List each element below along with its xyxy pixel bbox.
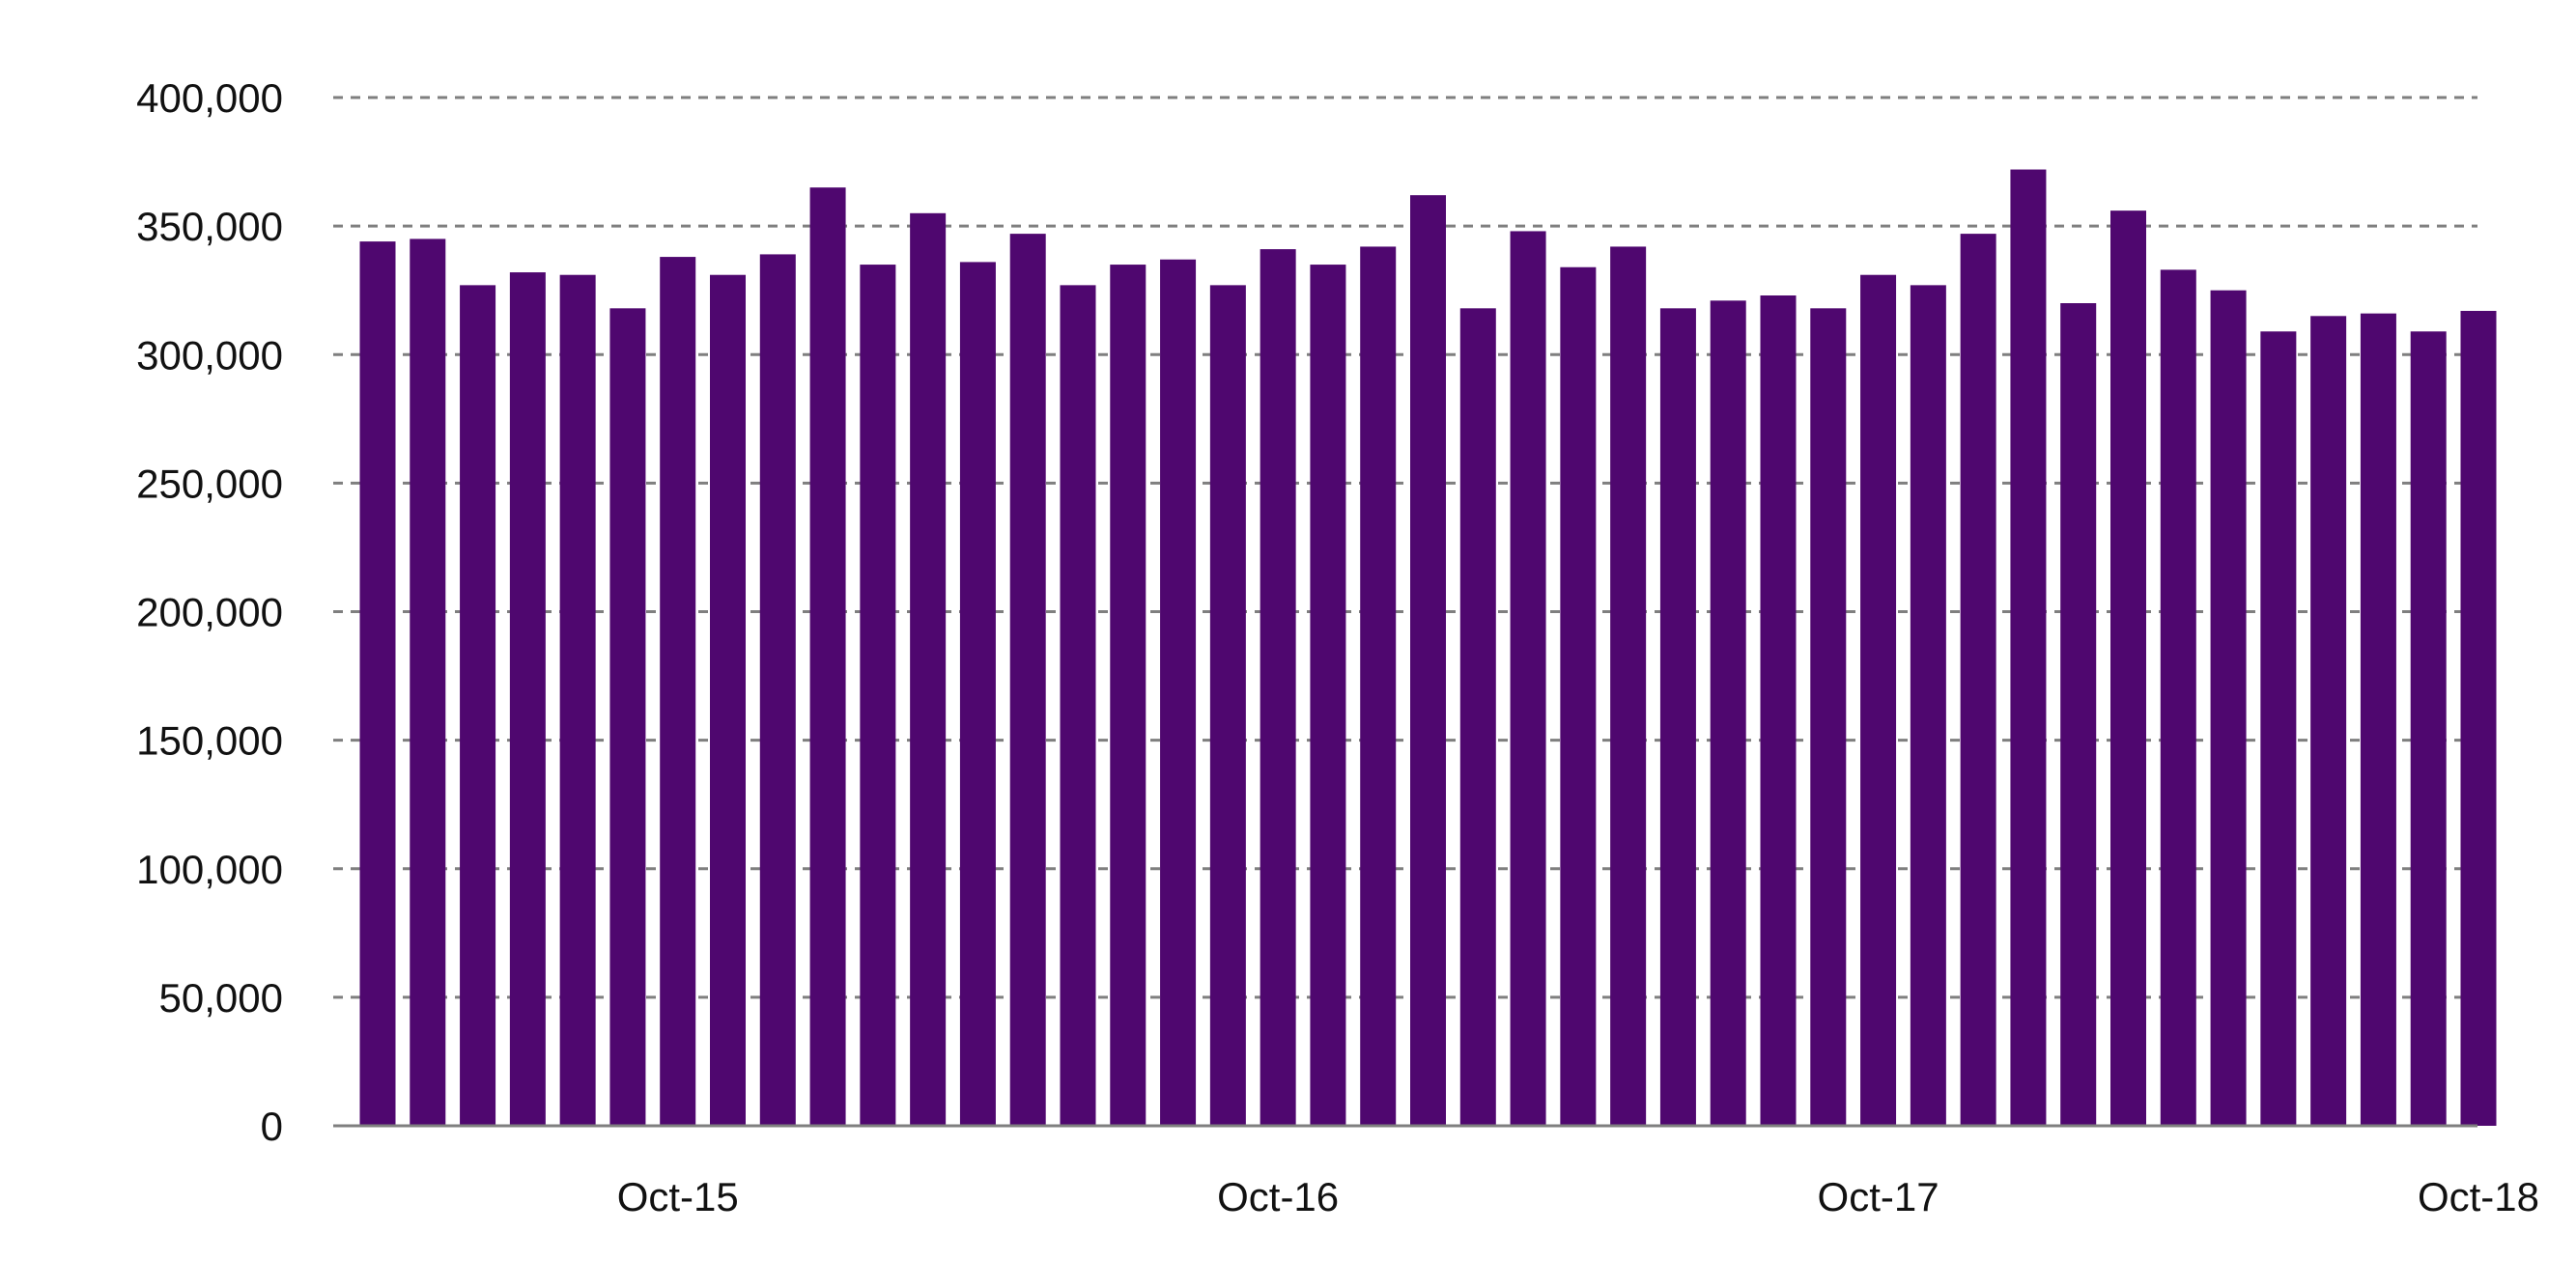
bar [759,254,796,1126]
bar [1360,246,1397,1126]
bar [1459,308,1496,1126]
y-tick-label: 250,000 [136,461,283,506]
bar [359,241,396,1127]
bar [1009,234,1046,1127]
x-axis-tick-labels: Oct-15 Oct-16 Oct-17 Oct-18 [617,1174,2539,1219]
x-tick-label: Oct-17 [1818,1174,1939,1219]
bar [2210,290,2247,1126]
bar [910,212,947,1126]
bar [609,308,646,1126]
y-tick-label: 300,000 [136,332,283,378]
bar [2010,169,2047,1127]
bar [1060,285,1096,1126]
y-tick-label: 200,000 [136,590,283,635]
bar [1260,249,1296,1127]
bar [1160,259,1197,1126]
bar [1410,195,1446,1127]
bars [359,169,2497,1127]
bar [1910,285,1946,1126]
bar [959,262,996,1126]
bar [559,274,596,1127]
bar [2410,331,2447,1126]
bar [1960,234,1996,1127]
bar [660,257,696,1127]
bar [1659,308,1696,1126]
y-tick-label: 50,000 [159,975,283,1021]
x-tick-label: Oct-15 [617,1174,739,1219]
bar [1560,266,1597,1127]
bar [2260,331,2297,1126]
bar [1860,274,1897,1127]
bar [1810,308,1847,1126]
y-tick-label: 0 [261,1104,283,1149]
bar [2160,269,2196,1126]
x-tick-label: Oct-16 [1217,1174,1339,1219]
bar [809,187,846,1126]
bar [2460,310,2497,1126]
bar [1760,295,1797,1126]
y-axis-tick-labels: 0 50,000 100,000 150,000 200,000 250,000 300,0… [136,75,283,1149]
bar [710,274,746,1127]
bar [1610,246,1647,1126]
bar [509,272,546,1126]
bar [2310,316,2347,1126]
x-tick-label: Oct-18 [2418,1174,2539,1219]
bar [1209,285,1246,1126]
bar [1310,265,1346,1126]
bar [2110,210,2146,1126]
bar [1710,300,1746,1127]
bar [2060,303,2097,1126]
gridlines [333,96,2477,999]
y-tick-label: 100,000 [136,847,283,892]
y-tick-label: 150,000 [136,718,283,764]
bar [1510,231,1546,1126]
bar [860,265,896,1126]
y-tick-label: 400,000 [136,75,283,121]
bar [1110,265,1146,1126]
y-tick-label: 350,000 [136,204,283,249]
bar [460,285,496,1126]
bar [2360,313,2396,1126]
bar [410,238,446,1126]
